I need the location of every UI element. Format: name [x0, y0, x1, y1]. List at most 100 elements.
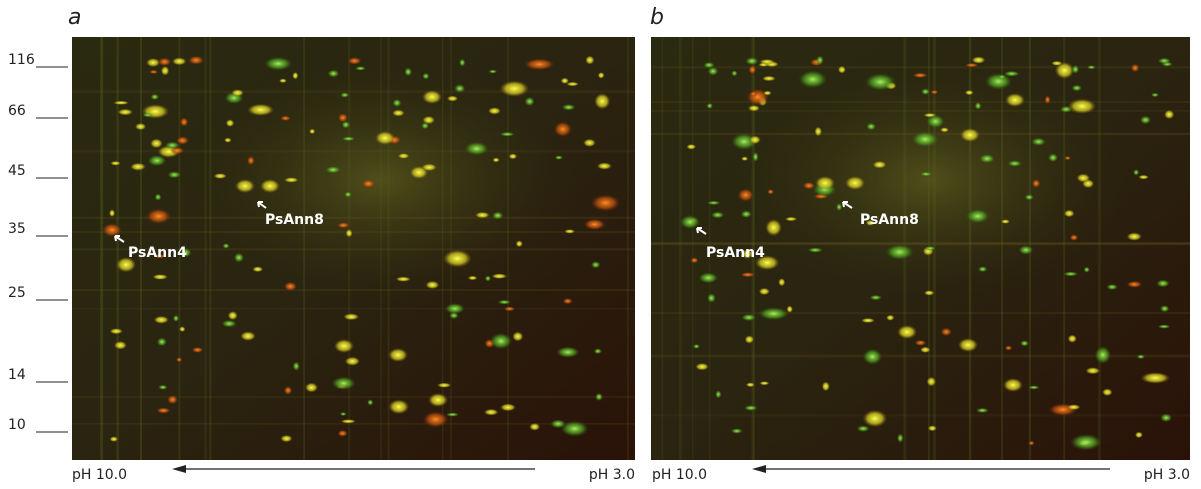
gel-spot: [175, 136, 190, 145]
gel-streak: [651, 101, 1190, 103]
gel-spot: [865, 73, 896, 91]
gel-streak: [651, 110, 1190, 112]
gel-spot: [1156, 279, 1170, 288]
gel-spot: [167, 394, 178, 405]
gel-spot: [866, 122, 877, 131]
gel-spot: [596, 162, 612, 170]
gel-streak: [1097, 37, 1101, 460]
gel-streak: [72, 90, 635, 94]
gel-spot: [690, 257, 699, 264]
gel-spot: [483, 408, 499, 416]
gel-spot: [446, 95, 459, 102]
gel-glow: [730, 60, 1130, 300]
gel-spot: [529, 422, 541, 431]
gel-spot: [309, 128, 316, 135]
gel-streak: [72, 231, 635, 234]
gel-streak: [72, 422, 635, 425]
gel-spot: [744, 405, 758, 411]
gel-spot: [279, 78, 287, 83]
gel-spot: [706, 102, 713, 109]
gel-spot: [524, 96, 535, 107]
gel-spot: [395, 276, 411, 282]
gel-spot: [179, 326, 186, 332]
gel-spot: [1003, 378, 1023, 392]
gel-spot: [459, 58, 466, 67]
gel-spot: [247, 155, 255, 166]
gel-spot: [553, 121, 573, 138]
ph-label: pH 3.0: [589, 467, 635, 483]
gel-streak: [626, 37, 629, 460]
gel-spot: [1063, 271, 1079, 277]
gel-spot: [862, 409, 888, 428]
gel-spot: [113, 340, 127, 350]
gel-streak: [651, 312, 1190, 315]
gel-spot: [235, 179, 255, 193]
gel-spot: [341, 136, 356, 142]
gel-spot: [740, 210, 752, 219]
gel-streak: [1001, 37, 1003, 460]
gel-spot: [280, 115, 292, 121]
mw-label: 25: [8, 285, 26, 301]
gel-streak: [72, 248, 635, 251]
gel-streak: [651, 354, 1190, 358]
gel-spot: [355, 66, 366, 71]
gel-spot: [422, 90, 442, 104]
gel-spot: [117, 108, 134, 116]
gel-spot: [491, 273, 508, 279]
gel-spot: [706, 200, 721, 205]
gel-streak: [72, 308, 635, 310]
gel-spot: [156, 407, 171, 414]
gel-spot: [157, 57, 172, 67]
gel-spot: [134, 123, 147, 131]
gel-spot: [1085, 367, 1101, 375]
gel-spot: [1007, 160, 1022, 167]
gel-spot: [283, 177, 299, 183]
annotation-arrow: [114, 235, 125, 243]
gel-spot: [562, 297, 573, 305]
gel-spot: [1067, 334, 1077, 343]
gel-spot: [1028, 440, 1035, 446]
gel-spot: [747, 104, 760, 112]
gel-streak: [651, 66, 1190, 69]
gel-spot: [221, 319, 237, 328]
gel-spot: [145, 58, 161, 68]
gel-spot: [176, 357, 183, 363]
gel-spot: [392, 98, 402, 108]
gel-spot: [1071, 84, 1082, 92]
gel-spot: [1106, 283, 1118, 291]
gel-spot: [343, 313, 360, 321]
gel-spot: [924, 245, 936, 251]
gel-spot: [706, 293, 716, 303]
gel-streak: [178, 37, 181, 460]
gel-spot: [1031, 178, 1041, 188]
gel-spot: [1138, 174, 1149, 180]
gel-spot: [856, 425, 870, 432]
gel-streak: [651, 244, 1190, 246]
gel-spot: [340, 419, 356, 424]
gel-spot: [1160, 413, 1173, 423]
gel-streak: [450, 37, 452, 460]
gel-spot: [737, 188, 754, 202]
gel-spot: [564, 229, 576, 234]
gel-spot: [583, 138, 596, 147]
gel-spot: [367, 399, 374, 406]
gel-spot: [758, 307, 789, 321]
spot-label: PsAnn8: [265, 212, 324, 228]
gel-streak: [661, 37, 664, 460]
gel-spot: [499, 131, 515, 137]
gel-spot: [231, 89, 244, 97]
gel-spot: [802, 181, 816, 190]
gel-spot: [153, 315, 169, 324]
gel-spot: [375, 131, 395, 145]
gel-spot: [1083, 266, 1090, 273]
gel-spot: [225, 119, 235, 127]
gel-spot: [927, 425, 937, 432]
gel-spot: [1005, 93, 1025, 107]
gel-spot: [331, 376, 356, 391]
gel-spot: [1157, 324, 1171, 329]
gel-streak: [303, 37, 305, 460]
gel-spot: [692, 343, 700, 349]
gel-spot: [815, 176, 835, 190]
gel-spot: [940, 327, 952, 337]
gel-spot: [260, 179, 280, 193]
